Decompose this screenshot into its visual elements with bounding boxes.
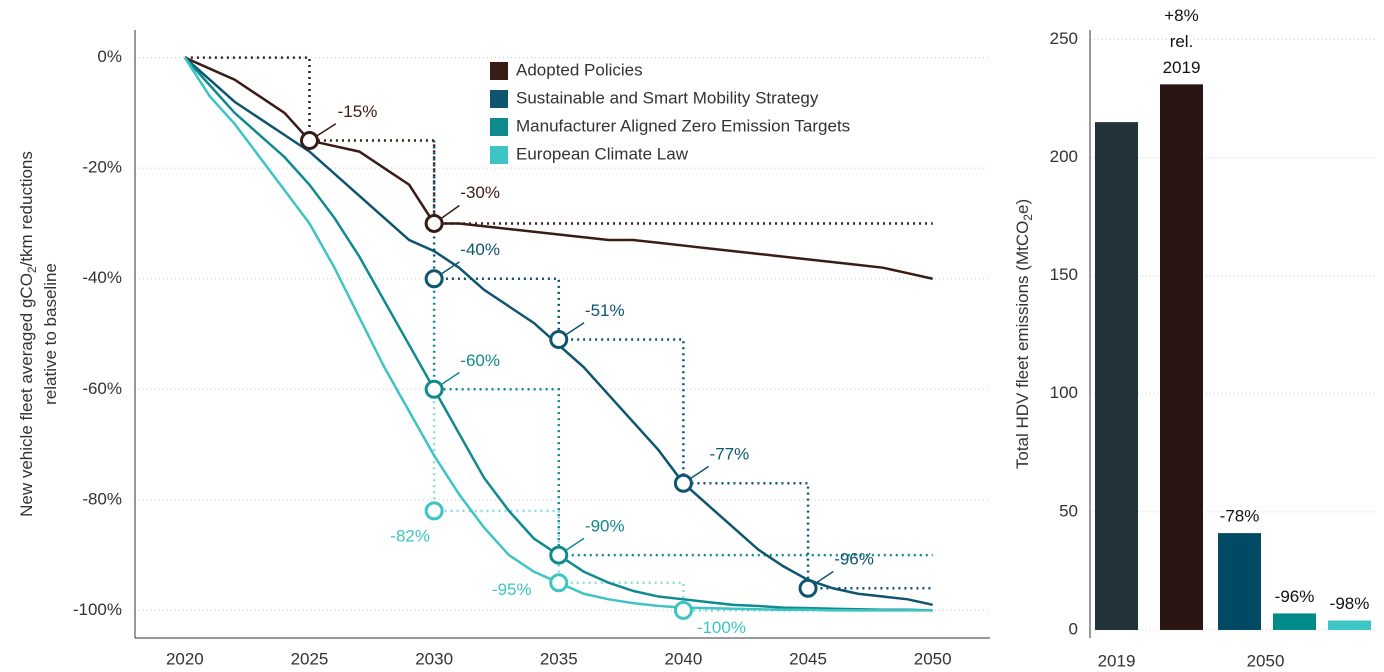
target-marker: [549, 545, 569, 565]
y-tick-label: -80%: [82, 489, 122, 508]
bar: [1218, 533, 1261, 630]
x-tick-label: 2045: [789, 649, 827, 668]
target-marker: [549, 573, 569, 593]
y-tick-label: -20%: [82, 158, 122, 177]
target-label: -15%: [338, 102, 378, 121]
label-part: relative to baseline: [41, 263, 60, 405]
y-axis-label: New vehicle fleet averaged gCO2/tkm redu…: [17, 151, 39, 517]
legend-swatch: [490, 62, 508, 80]
target-marker: [798, 578, 818, 598]
y-tick-label: -100%: [73, 600, 122, 619]
bar: [1273, 613, 1316, 630]
y-tick-label: 250: [1050, 29, 1078, 48]
target-label: -90%: [585, 517, 625, 536]
legend-label: Adopted Policies: [516, 60, 643, 79]
x-tick-label: 2025: [291, 649, 329, 668]
bar-annotation: 2019: [1163, 58, 1201, 77]
legend-swatch: [490, 118, 508, 136]
label-part: New vehicle fleet averaged gCO: [17, 273, 36, 517]
legend-label: Manufacturer Aligned Zero Emission Targe…: [516, 116, 850, 135]
x-group-label: 2050: [1247, 651, 1285, 670]
x-tick-label: 2040: [664, 649, 702, 668]
target-label: -96%: [834, 550, 874, 569]
subscript: 2: [1021, 214, 1035, 221]
y-axis-label: Total HDV fleet emissions (MtCO2e): [1013, 199, 1035, 469]
legend-swatch: [490, 90, 508, 108]
bar-annotation: +8%: [1164, 6, 1199, 25]
target-label: -100%: [697, 618, 746, 637]
x-tick-label: 2030: [415, 649, 453, 668]
target-label: -30%: [460, 183, 500, 202]
bar: [1160, 84, 1203, 630]
target-label: -51%: [585, 301, 625, 320]
bar-annotation: -96%: [1275, 587, 1315, 606]
target-label: -40%: [460, 240, 500, 259]
y-tick-label: -60%: [82, 379, 122, 398]
bar: [1328, 620, 1371, 630]
target-label: -60%: [460, 351, 500, 370]
target-step: [432, 140, 933, 590]
legend-swatch: [490, 146, 508, 164]
subscript: 2: [25, 266, 39, 273]
y-axis-label: relative to baseline: [41, 263, 60, 405]
legend-label: European Climate Law: [516, 144, 689, 163]
x-tick-label: 2020: [166, 649, 204, 668]
target-marker: [424, 379, 444, 399]
target-marker: [673, 473, 693, 493]
y-tick-label: 100: [1050, 383, 1078, 402]
target-marker: [299, 131, 319, 151]
x-tick-label: 2050: [914, 649, 952, 668]
target-marker: [673, 600, 693, 620]
target-label: -77%: [710, 445, 750, 464]
y-tick-label: -40%: [82, 268, 122, 287]
target-marker: [424, 501, 444, 521]
target-label: -82%: [390, 526, 430, 545]
y-tick-label: 0: [1069, 619, 1078, 638]
target-step: [184, 56, 933, 225]
label-part: Total HDV fleet emissions (MtCO: [1013, 221, 1032, 469]
bar: [1095, 122, 1138, 630]
y-tick-label: 0%: [97, 47, 122, 66]
label-part: e): [1013, 199, 1032, 214]
bar-annotation: rel.: [1170, 32, 1194, 51]
bar-annotation: -98%: [1330, 594, 1370, 613]
target-step: [432, 278, 933, 557]
target-marker: [424, 213, 444, 233]
y-tick-label: 200: [1050, 147, 1078, 166]
y-tick-label: 150: [1050, 265, 1078, 284]
target-marker: [549, 330, 569, 350]
y-tick-label: 50: [1059, 501, 1078, 520]
legend-label: Sustainable and Smart Mobility Strategy: [516, 88, 819, 107]
x-group-label: 2019: [1098, 651, 1136, 670]
bar-annotation: -78%: [1220, 507, 1260, 526]
target-label: -95%: [492, 580, 532, 599]
target-marker: [424, 269, 444, 289]
x-tick-label: 2035: [540, 649, 578, 668]
label-part: /tkm reductions: [17, 151, 36, 266]
